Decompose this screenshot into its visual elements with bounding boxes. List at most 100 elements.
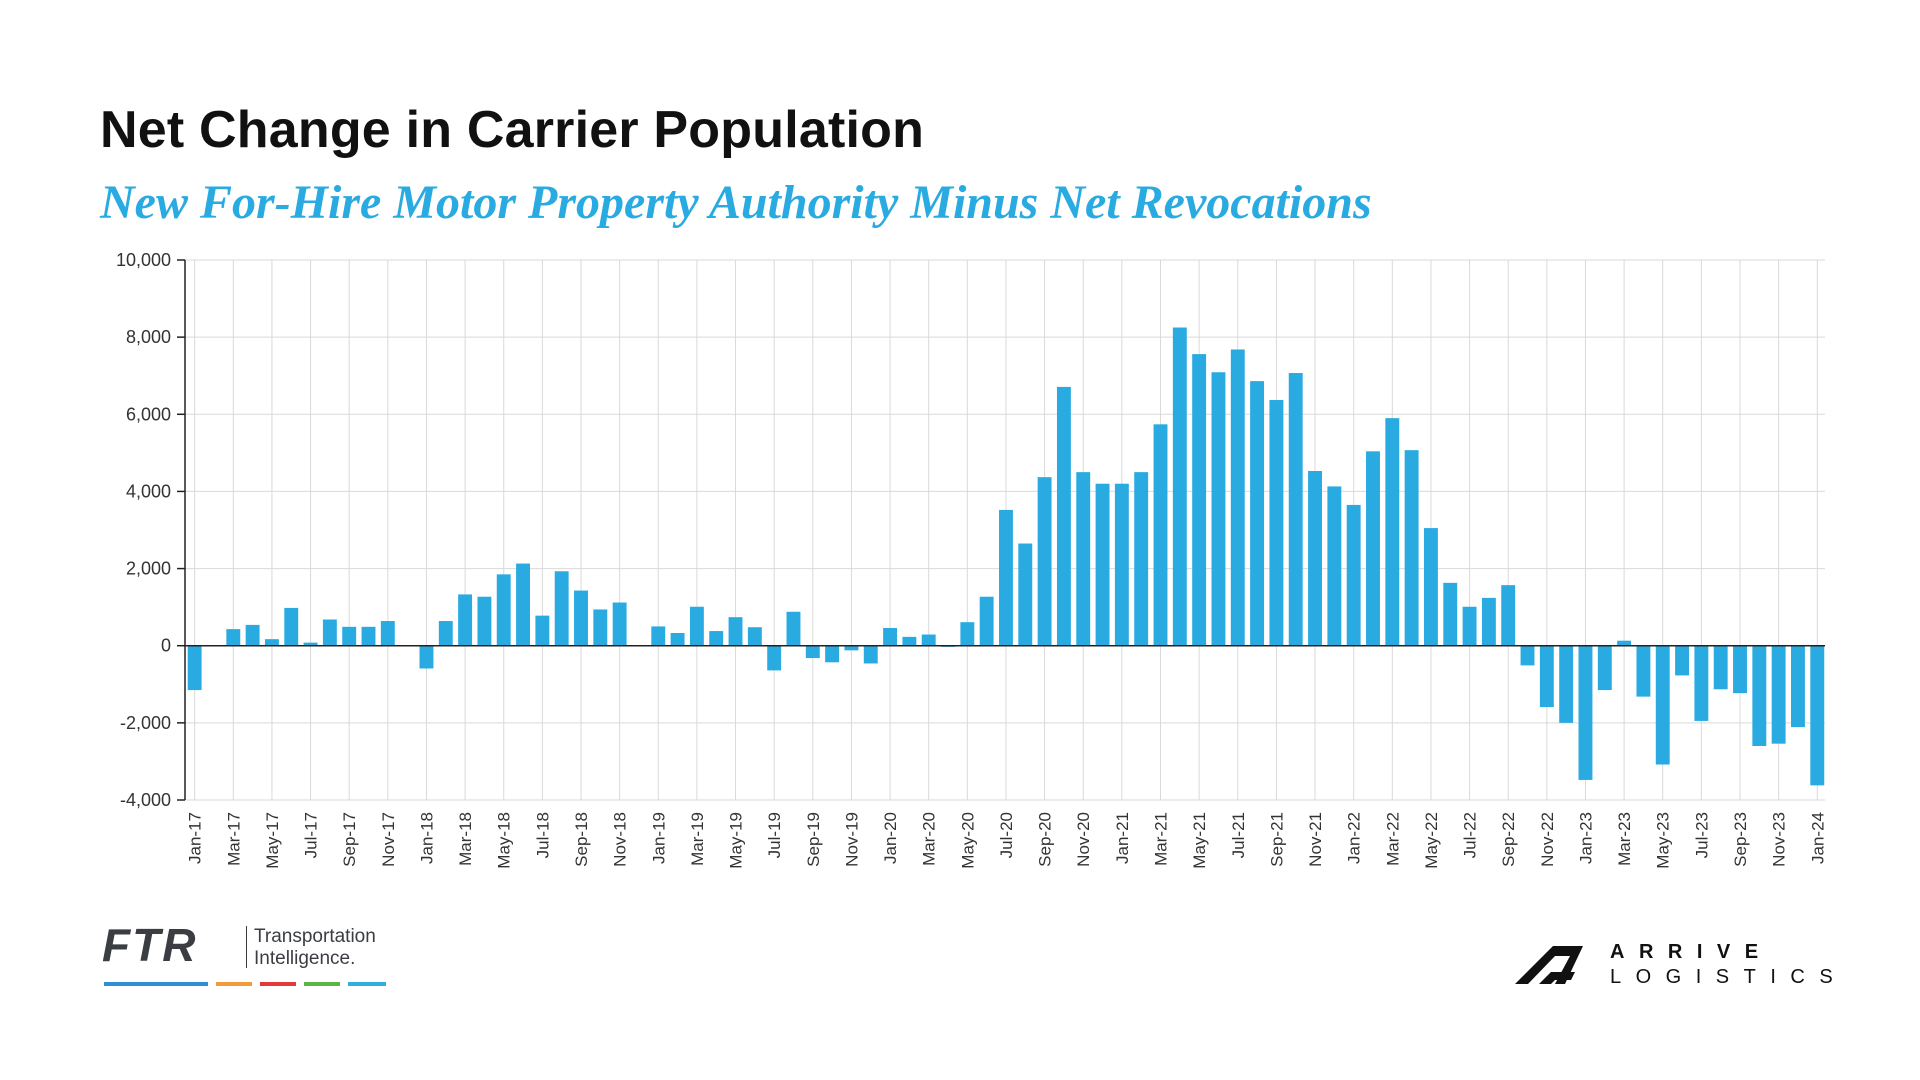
bar [1095,483,1110,646]
x-tick-label: May-22 [1422,812,1441,869]
bar [825,645,840,663]
bar [1230,349,1245,646]
bar [1713,645,1728,690]
chart-title: Net Change in Carrier Population [100,101,925,159]
bar [1675,645,1690,676]
x-tick-label: Jul-23 [1692,812,1711,858]
x-tick-label: Nov-22 [1538,812,1557,867]
bar [187,645,202,691]
x-tick-label: Mar-23 [1615,812,1634,866]
x-tick-label: Jan-18 [417,812,436,864]
y-tick-label: 0 [161,636,171,656]
bar [1694,645,1709,721]
x-tick-label: Mar-21 [1152,812,1171,866]
bar [1134,472,1149,646]
ftr-color-bar [216,982,252,986]
bar [728,617,743,646]
ftr-tagline-line1: Transportation [254,926,376,947]
arrive-line2: LOGISTICS [1610,966,1848,988]
ftr-color-bar [260,982,296,986]
x-tick-label: Nov-23 [1770,812,1789,867]
x-tick-label: Jul-19 [765,812,784,858]
bar [1308,470,1322,646]
x-tick-label: Nov-18 [611,812,630,867]
bar [1037,477,1052,646]
ftr-color-bars [104,982,394,986]
ftr-color-bar [348,982,386,986]
bar [689,606,704,646]
x-tick-label: Sep-23 [1731,812,1750,867]
x-tick-label: Jul-21 [1229,812,1248,858]
arrive-line1: ARRIVE [1610,941,1773,963]
x-tick-label: Jul-17 [302,812,321,858]
bar [1211,372,1226,646]
bars [187,327,1825,786]
y-tick-label: 4,000 [126,481,171,501]
bar [303,642,318,646]
ftr-tagline-line2: Intelligence. [254,948,356,969]
y-tick-label: 10,000 [116,250,171,270]
arrive-a-mark-icon [1515,946,1583,984]
bar [1346,504,1361,646]
x-tick-label: May-23 [1654,812,1673,869]
bar [1752,645,1767,746]
bar [380,621,395,646]
bar [1366,451,1380,646]
bar [226,629,241,646]
bar [322,619,337,646]
ftr-color-bar [304,982,340,986]
y-tick-label: 2,000 [126,559,171,579]
bar [1385,418,1400,646]
ftr-wordmark: FTR [102,919,198,971]
y-tick-label: 6,000 [126,404,171,424]
x-tick-label: Jan-23 [1576,812,1595,864]
ftr-logo: FTR Transportation Intelligence. [100,920,400,1000]
x-tick-label: Mar-18 [456,812,475,866]
y-tick-label: -4,000 [120,790,171,810]
bar [458,594,473,646]
y-tick-label: 8,000 [126,327,171,347]
bar [1733,645,1747,694]
x-tick-label: Mar-19 [688,812,707,866]
x-tick-label: Jul-20 [997,812,1016,858]
bar [747,627,762,646]
bar [1153,424,1168,646]
bar [1269,400,1284,646]
bar [612,602,627,646]
x-tick-label: Jan-24 [1808,812,1827,864]
x-tick-label: Nov-17 [379,812,398,867]
x-tick-label: Jan-20 [881,812,900,864]
bar [883,627,898,646]
bar [1617,640,1632,646]
bar [516,563,530,646]
bar [284,607,299,646]
x-tick-label: Jan-19 [649,812,668,864]
bar [844,645,859,651]
bar [1462,606,1477,646]
x-tick-label: Nov-19 [842,812,861,867]
bar [651,626,666,646]
bar [999,509,1013,646]
x-tick-label: Mar-17 [224,812,243,866]
x-tick-label: Sep-18 [572,812,591,867]
x-tick-label: May-21 [1190,812,1209,869]
bar [1423,528,1438,646]
bar [477,596,492,646]
bar [593,609,608,646]
bar [670,632,685,646]
bar [863,645,878,664]
bar [1578,645,1593,780]
bar [1636,645,1651,697]
x-tick-label: May-17 [263,812,282,869]
x-tick-label: Jul-18 [533,812,552,858]
bar [419,645,434,669]
ftr-color-bar [104,982,208,986]
bar [438,621,453,646]
bar [1810,645,1825,786]
bar [1172,327,1187,646]
x-tick-label: Mar-20 [920,812,939,866]
bar [1192,354,1207,646]
bar [805,645,820,659]
x-tick-label: Jan-21 [1113,812,1132,864]
x-tick-label: Jan-22 [1345,812,1364,864]
